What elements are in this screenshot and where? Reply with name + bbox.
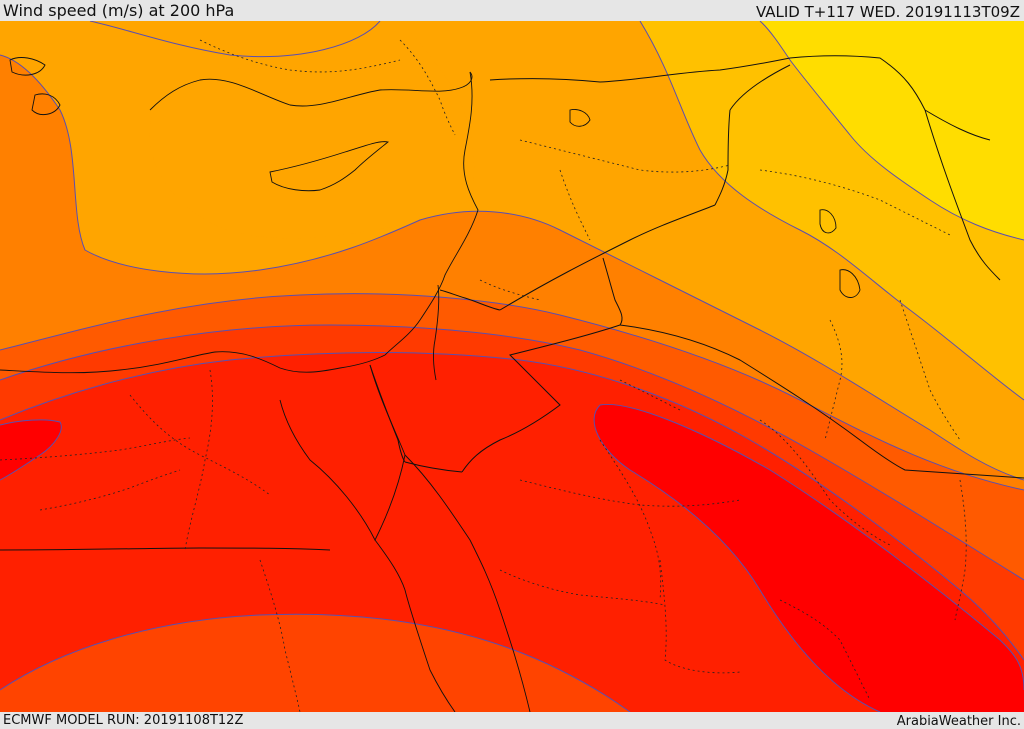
- footer-bar: ECMWF MODEL RUN: 20191108T12Z ArabiaWeat…: [0, 712, 1024, 729]
- header-bar: Wind speed (m/s) at 200 hPa VALID T+117 …: [0, 0, 1024, 21]
- band-yellow: [760, 21, 1024, 240]
- band-core-red-west: [0, 419, 62, 480]
- band-core-red-east: [594, 404, 1024, 712]
- country-borders: [0, 55, 1024, 551]
- admin-boundaries: [0, 39, 967, 712]
- model-run-label: ECMWF MODEL RUN: 20191108T12Z: [3, 713, 244, 728]
- band-amber-light: [90, 21, 475, 239]
- map-title: Wind speed (m/s) at 200 hPa: [3, 1, 235, 20]
- wind-speed-map: [0, 21, 1024, 712]
- valid-time-label: VALID T+117 WED. 20191113T09Z: [755, 3, 1020, 21]
- coastlines: [0, 57, 861, 712]
- credit-label: ArabiaWeather Inc.: [896, 714, 1021, 729]
- band-south-orange: [0, 614, 630, 712]
